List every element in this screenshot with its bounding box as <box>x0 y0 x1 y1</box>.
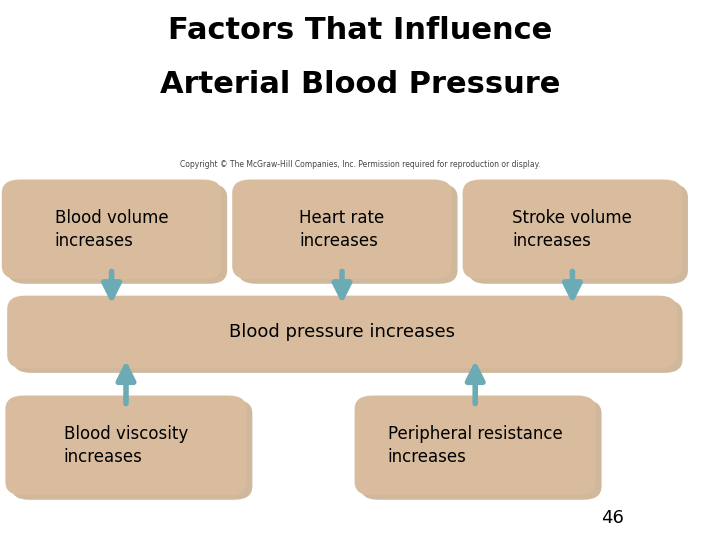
FancyBboxPatch shape <box>13 300 683 373</box>
FancyBboxPatch shape <box>1 179 222 280</box>
FancyBboxPatch shape <box>7 184 228 284</box>
Text: Blood viscosity
increases: Blood viscosity increases <box>64 426 188 465</box>
FancyBboxPatch shape <box>238 184 458 284</box>
Text: Stroke volume
increases: Stroke volume increases <box>513 210 632 249</box>
FancyBboxPatch shape <box>355 395 596 496</box>
FancyBboxPatch shape <box>462 179 683 280</box>
Text: Copyright © The McGraw-Hill Companies, Inc. Permission required for reproduction: Copyright © The McGraw-Hill Companies, I… <box>180 160 540 169</box>
Text: Factors That Influence: Factors That Influence <box>168 16 552 45</box>
FancyBboxPatch shape <box>6 395 246 496</box>
FancyBboxPatch shape <box>468 184 688 284</box>
FancyBboxPatch shape <box>232 179 452 280</box>
Text: 46: 46 <box>600 509 624 528</box>
Text: Blood volume
increases: Blood volume increases <box>55 210 168 249</box>
FancyBboxPatch shape <box>361 400 602 500</box>
FancyBboxPatch shape <box>7 296 677 368</box>
Text: Blood pressure increases: Blood pressure increases <box>229 323 455 341</box>
Text: Heart rate
increases: Heart rate increases <box>300 210 384 249</box>
Text: Peripheral resistance
increases: Peripheral resistance increases <box>388 426 562 465</box>
FancyBboxPatch shape <box>12 400 252 500</box>
Text: Arterial Blood Pressure: Arterial Blood Pressure <box>160 70 560 99</box>
